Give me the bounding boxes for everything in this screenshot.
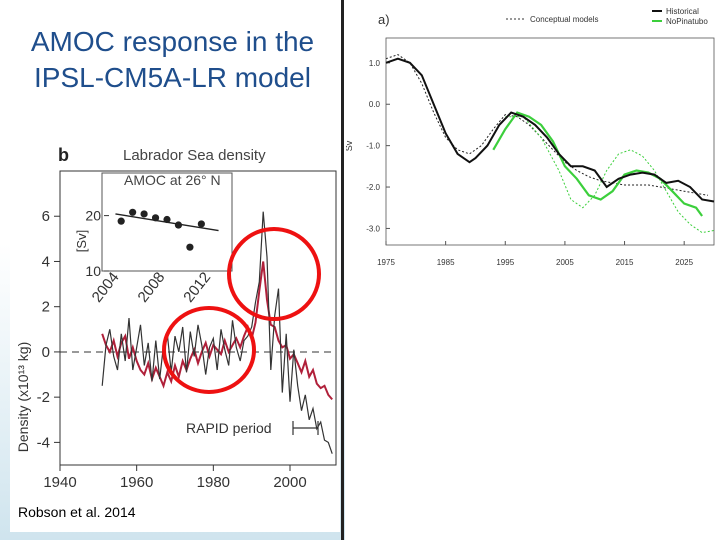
- chart-b-ylabel: Density (x10¹³ kg): [15, 342, 31, 452]
- xtick-label: 1980: [197, 474, 230, 491]
- series-conceptual-line: [385, 54, 709, 196]
- xtick-label: 1985: [437, 258, 455, 267]
- xtick-label: 2000: [273, 474, 306, 491]
- title-line-1: AMOC response in the: [30, 26, 315, 57]
- xtick-label: 1940: [43, 474, 76, 491]
- ytick-label: 0: [42, 344, 50, 361]
- ytick-label: -3.0: [366, 224, 380, 233]
- ytick-label: -2.0: [366, 183, 380, 192]
- xtick-label: 2005: [556, 258, 574, 267]
- ytick-label: -1.0: [366, 142, 380, 151]
- legend-label-historical: Historical: [666, 7, 699, 16]
- panel-b-label: b: [58, 145, 69, 165]
- ytick-label: 0.0: [369, 100, 381, 109]
- ytick-label: 4: [42, 253, 50, 270]
- legend-label-conceptual: Conceptual models: [530, 15, 598, 24]
- inset-title: AMOC at 26° N: [124, 172, 221, 188]
- inset-ytick-label: 10: [85, 263, 101, 279]
- ytick-label: 2: [42, 299, 50, 316]
- inset-point: [151, 214, 160, 222]
- rapid-period-label: RAPID period: [186, 420, 272, 436]
- legend-label-nopinatubo: NoPinatubo: [666, 17, 708, 26]
- chart-a-ylabel: Sv: [346, 140, 354, 151]
- inset-ylabel: [Sv]: [74, 230, 89, 252]
- chart-b-title: Labrador Sea density: [123, 147, 266, 164]
- slide-title: AMOC response in the IPSL-CM5A-LR model: [0, 24, 345, 96]
- title-line-2: IPSL-CM5A-LR model: [34, 62, 311, 93]
- xtick-label: 2015: [616, 258, 634, 267]
- inset-point: [186, 243, 194, 251]
- chart-b-axes: [59, 170, 337, 466]
- inset-point: [129, 208, 137, 216]
- series-conceptual-nopinatubo-line: [505, 116, 715, 234]
- inset-point: [140, 210, 148, 218]
- chart-a-axes: [385, 37, 715, 246]
- series-black-line: [101, 211, 333, 454]
- highlight-circle-small: [162, 306, 256, 394]
- ytick-label: -4: [37, 434, 50, 451]
- ytick-label: 1.0: [369, 59, 381, 68]
- series-historical-line: [385, 57, 715, 203]
- xtick-label: 1975: [377, 258, 395, 267]
- citation: Robson et al. 2014: [18, 504, 136, 520]
- ytick-label: -2: [37, 389, 50, 406]
- xtick-label: 1995: [496, 258, 514, 267]
- inset-point: [197, 220, 205, 228]
- amoc-timeseries-chart: a) Sv Conceptual models HistoricalNoPinat…: [346, 7, 715, 267]
- ytick-label: 6: [42, 208, 50, 225]
- panel-divider: [341, 0, 344, 540]
- highlight-circle-large: [227, 227, 321, 321]
- inset-point: [174, 221, 183, 229]
- panel-a-label: a): [378, 12, 390, 27]
- inset-ytick-label: 20: [85, 208, 101, 224]
- inset-point: [163, 215, 171, 224]
- xtick-label: 1960: [120, 474, 153, 491]
- labrador-sea-density-chart: b Labrador Sea density Density (x10¹³ kg…: [10, 137, 340, 532]
- inset-point: [117, 217, 125, 225]
- xtick-label: 2025: [675, 258, 693, 267]
- series-nopinatubo-line: [492, 111, 703, 217]
